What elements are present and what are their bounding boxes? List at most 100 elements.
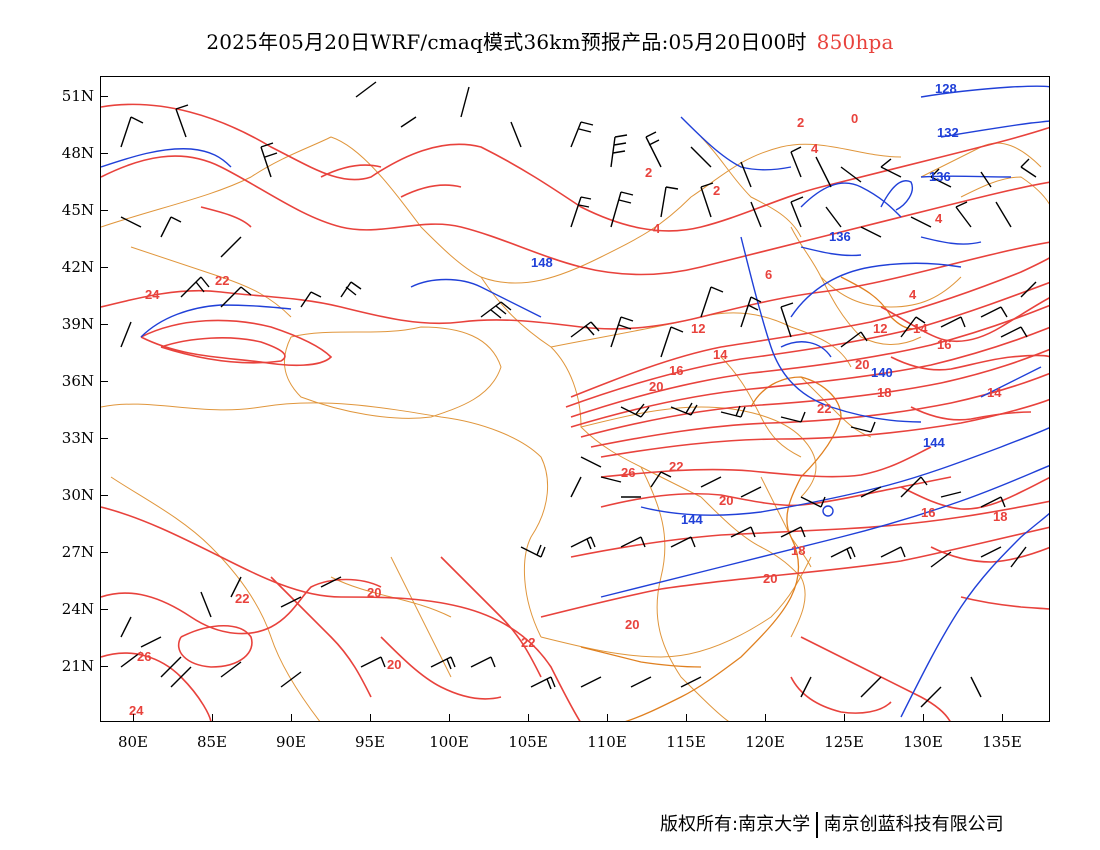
lon-tick [133,714,134,722]
lon-tick [291,714,292,722]
temperature-label: 14 [713,347,728,362]
lat-tick [100,552,108,553]
lat-tick [100,324,108,325]
temperature-label: 14 [913,321,928,336]
temperature-label: 22 [669,459,683,474]
copyright-owner: 版权所有:南京大学 [660,814,811,835]
lat-label: 48N [61,144,94,162]
height-label: 136 [929,169,951,184]
temperature-label: 18 [993,509,1007,524]
lon-label: 135E [982,733,1022,751]
lat-label: 36N [61,372,94,390]
lon-label: 105E [508,733,548,751]
height-label: 140 [871,365,893,380]
lon-tick [370,714,371,722]
temperature-label: 20 [855,357,869,372]
lat-tick [100,153,108,154]
temperature-label: 2 [713,183,720,198]
temperature-label: 4 [811,141,819,156]
temperature-label: 20 [387,657,401,672]
temperature-label: 22 [817,401,831,416]
temperature-label: 16 [921,505,935,520]
lon-label: 90E [275,733,307,751]
temperature-label: 24 [145,287,160,302]
lon-label: 125E [824,733,864,751]
temperature-label: 18 [877,385,891,400]
height-contours [101,85,1049,718]
temperature-label: 0 [851,111,858,126]
lon-tick [449,714,450,722]
title-level: 850hpa [816,30,894,54]
lon-tick [1002,714,1003,722]
height-label: 144 [681,512,703,527]
temperature-label: 16 [669,363,683,378]
temperature-label: 12 [873,321,887,336]
lon-tick [923,714,924,722]
lon-label: 130E [903,733,943,751]
lat-label: 21N [61,657,94,675]
copyright-company: 南京创蓝科技有限公司 [823,814,1004,835]
temperature-label: 20 [625,617,639,632]
lat-tick [100,381,108,382]
lon-tick [528,714,529,722]
temperature-label: 22 [521,635,535,650]
lat-label: 33N [61,429,94,447]
lat-label: 51N [61,87,94,105]
lat-tick [100,666,108,667]
footer-divider [816,812,818,838]
temperature-label: 22 [235,591,249,606]
lon-label: 85E [196,733,228,751]
height-label: 144 [923,435,945,450]
contour-labels: 128 132 136 136 140 144 144 148 0 2 2 2 … [129,81,1007,718]
temperature-label: 20 [649,379,663,394]
lon-label: 120E [745,733,785,751]
temperature-label: 20 [367,585,381,600]
lat-tick [100,96,108,97]
lat-label: 45N [61,201,94,219]
temperature-label: 14 [987,385,1002,400]
wind-barbs [120,81,1037,708]
temperature-label: 12 [691,321,705,336]
temperature-label: 18 [791,543,805,558]
lat-label: 39N [61,315,94,333]
temperature-label: 2 [797,115,804,130]
lon-label: 110E [587,733,627,751]
temperature-label: 24 [129,703,144,718]
temperature-contours [101,103,1049,721]
height-label: 128 [935,81,957,96]
lon-label: 115E [666,733,706,751]
temperature-label: 4 [909,287,917,302]
lat-tick [100,609,108,610]
temperature-label: 4 [935,211,943,226]
lat-tick [100,267,108,268]
temperature-label: 20 [719,493,733,508]
lon-tick [765,714,766,722]
lon-tick [844,714,845,722]
temperature-label: 6 [765,267,772,282]
temperature-label: 16 [937,337,951,352]
weather-map: 128 132 136 136 140 144 144 148 0 2 2 2 … [101,81,1049,721]
height-label: 132 [937,125,959,140]
lat-tick [100,438,108,439]
copyright-footer: 版权所有:南京大学 南京创蓝科技有限公司 [660,810,1004,838]
lat-tick [100,495,108,496]
temperature-label: 26 [137,649,151,664]
height-label: 136 [829,229,851,244]
lat-label: 24N [61,600,94,618]
lat-label: 30N [61,486,94,504]
temperature-label: 22 [215,273,229,288]
height-label: 148 [531,255,553,270]
temperature-label: 20 [763,571,777,586]
lon-label: 80E [117,733,149,751]
lat-label: 27N [61,543,94,561]
lon-tick [607,714,608,722]
title-main: 2025年05月20日WRF/cmaq模式36km预报产品:05月20日00时 [206,30,807,54]
map-plot-area: 128 132 136 136 140 144 144 148 0 2 2 2 … [100,76,1050,722]
lon-tick [686,714,687,722]
temperature-label: 26 [621,465,635,480]
temperature-label: 2 [645,165,652,180]
lon-label: 95E [354,733,386,751]
lat-tick [100,210,108,211]
lon-tick [212,714,213,722]
temperature-label: 4 [653,221,661,236]
